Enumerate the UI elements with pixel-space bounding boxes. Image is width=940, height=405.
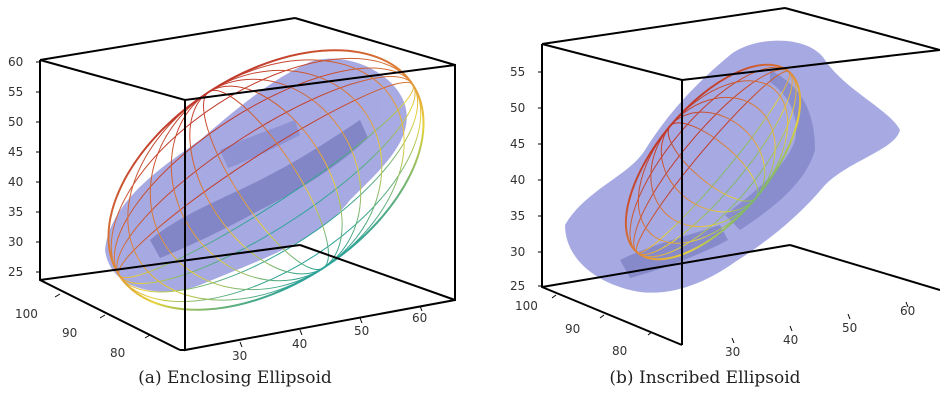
y-tick-label: 80 bbox=[612, 344, 627, 358]
box-front-edges bbox=[541, 43, 940, 345]
caption-enclosing: (a) Enclosing Ellipsoid bbox=[138, 368, 332, 388]
caption-inscribed: (b) Inscribed Ellipsoid bbox=[609, 368, 801, 388]
z-tick-label: 45 bbox=[510, 137, 525, 151]
x-axis: 30 40 50 60 bbox=[725, 301, 915, 359]
z-tick-label: 35 bbox=[8, 205, 23, 219]
panel-inscribed-ellipsoid: 55 50 45 40 35 30 25 100 90 80 30 40 bbox=[470, 0, 940, 405]
y-tick-label: 90 bbox=[62, 326, 77, 340]
x-tick-label: 60 bbox=[412, 311, 427, 325]
z-tick-label: 55 bbox=[8, 85, 23, 99]
z-tick-label: 25 bbox=[8, 265, 23, 279]
x-tick-label: 30 bbox=[725, 345, 740, 359]
y-tick-label: 100 bbox=[15, 307, 38, 321]
y-tick-label: 90 bbox=[565, 322, 580, 336]
x-tick-label: 60 bbox=[900, 304, 915, 318]
x-tick-label: 40 bbox=[783, 333, 798, 347]
x-tick-label: 40 bbox=[292, 337, 307, 351]
y-axis: 100 90 80 bbox=[515, 294, 653, 358]
z-tick-label: 40 bbox=[510, 173, 525, 187]
z-tick-label: 40 bbox=[8, 175, 23, 189]
x-tick-label: 30 bbox=[232, 349, 247, 360]
y-tick-label: 80 bbox=[110, 346, 125, 360]
y-axis: 100 90 80 bbox=[15, 293, 151, 360]
z-tick-label: 60 bbox=[8, 55, 23, 69]
x-tick-label: 50 bbox=[842, 321, 857, 335]
y-tick-label: 100 bbox=[515, 299, 538, 313]
plot-3d-inscribed: 55 50 45 40 35 30 25 100 90 80 30 40 bbox=[510, 7, 940, 359]
x-tick-label: 50 bbox=[354, 324, 369, 338]
panel-enclosing-ellipsoid: 60 55 50 45 40 35 30 25 100 90 80 30 bbox=[8, 17, 460, 388]
z-axis: 55 50 45 40 35 30 25 bbox=[510, 65, 542, 293]
plot-3d-enclosing: 60 55 50 45 40 35 30 25 100 90 80 30 bbox=[8, 17, 460, 360]
enclosing-ellipsoid-wireframe bbox=[80, 49, 460, 311]
z-tick-label: 45 bbox=[8, 145, 23, 159]
z-tick-label: 25 bbox=[510, 279, 525, 293]
z-axis: 60 55 50 45 40 35 30 25 bbox=[8, 55, 40, 279]
z-tick-label: 30 bbox=[8, 235, 23, 249]
x-axis: 30 40 50 60 bbox=[232, 305, 427, 360]
z-tick-label: 30 bbox=[510, 245, 525, 259]
z-tick-label: 50 bbox=[510, 101, 525, 115]
box-front-edges bbox=[39, 59, 456, 352]
z-tick-label: 35 bbox=[510, 209, 525, 223]
z-tick-label: 55 bbox=[510, 65, 525, 79]
z-tick-label: 50 bbox=[8, 115, 23, 129]
